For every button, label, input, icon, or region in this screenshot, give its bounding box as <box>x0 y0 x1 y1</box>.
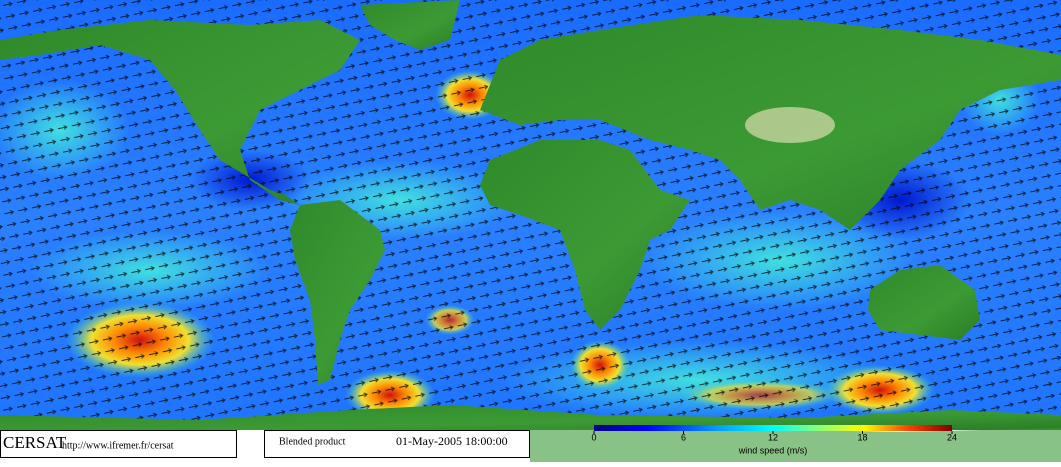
logo-box <box>0 430 237 458</box>
colorbar-tick-label: 0 <box>591 432 596 442</box>
timestamp: 01-May-2005 18:00:00 <box>396 434 508 448</box>
product-box <box>264 430 530 458</box>
colorbar-tick-label: 18 <box>857 432 867 442</box>
colorbar-label: wind speed (m/s) <box>738 445 808 455</box>
logo: CERSAT <box>3 433 67 452</box>
colorbar-tick-label: 6 <box>681 432 686 442</box>
colorbar-ticks: 0 6 12 18 24 <box>591 431 957 442</box>
antarctica-edge <box>530 428 1061 462</box>
colorbar-tick-label: 12 <box>768 432 778 442</box>
tibet-plateau <box>745 107 835 143</box>
colorbar <box>594 425 952 431</box>
product: Blended product <box>279 436 346 447</box>
url: http://www.ifremer.fr/cersat <box>62 440 174 451</box>
colorbar-tick-label: 24 <box>947 432 957 442</box>
